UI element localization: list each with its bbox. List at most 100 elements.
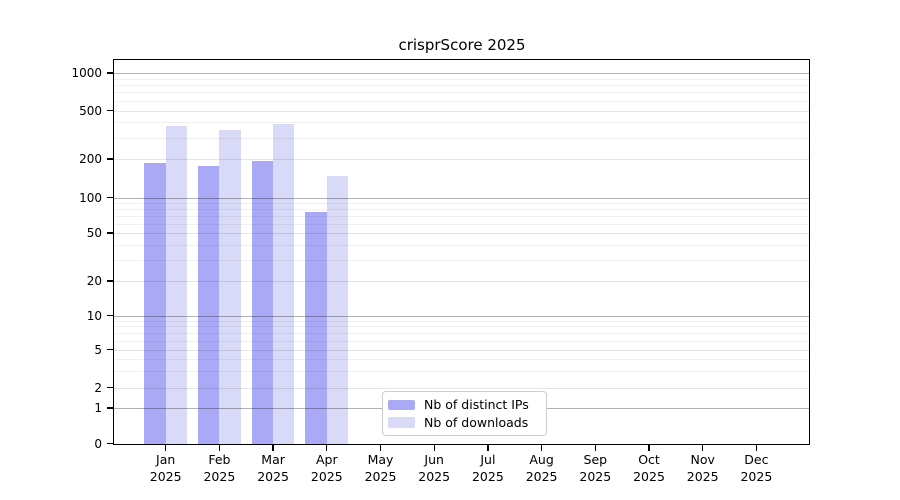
x-tick-month: Nov xyxy=(690,452,715,467)
grid-line-90 xyxy=(114,202,810,204)
x-tick-year: 2025 xyxy=(310,468,343,484)
x-tick-year: 2025 xyxy=(686,468,719,484)
grid-line-300 xyxy=(114,137,810,139)
x-tick-year: 2025 xyxy=(257,468,289,484)
legend-label-downloads: Nb of downloads xyxy=(424,414,529,430)
x-tick-year: 2025 xyxy=(364,468,397,484)
chart-title: crisprScore 2025 xyxy=(398,36,526,54)
x-tick-mark-feb xyxy=(218,445,221,451)
grid-line-100 xyxy=(114,197,810,199)
y-tick-mark-500 xyxy=(107,109,113,112)
grid-line-5 xyxy=(114,349,810,351)
x-tick-year: 2025 xyxy=(149,468,182,484)
x-tick-year: 2025 xyxy=(525,468,558,484)
y-tick-label-10: 10 xyxy=(86,308,102,323)
x-tick-label-nov: Nov 2025 xyxy=(671,452,735,485)
x-tick-mark-jan xyxy=(165,445,167,451)
grid-line-60 xyxy=(114,223,810,225)
y-tick-mark-5 xyxy=(107,348,113,351)
grid-line-200 xyxy=(114,159,810,160)
x-tick-label-mar: Mar 2025 xyxy=(241,452,305,485)
x-tick-mark-may xyxy=(379,445,382,451)
y-tick-mark-2 xyxy=(107,386,113,389)
legend: Nb of distinct IPs Nb of downloads xyxy=(382,391,547,436)
x-tick-mark-apr xyxy=(326,445,328,451)
x-tick-mark-oct xyxy=(648,445,650,451)
x-tick-label-dec: Dec 2025 xyxy=(724,452,788,485)
bar-distinct-ips-jan xyxy=(144,162,166,445)
x-tick-month: Jul xyxy=(480,452,496,467)
x-tick-month: Feb xyxy=(208,452,231,467)
legend-label-distinct-ips: Nb of distinct IPs xyxy=(424,397,529,413)
legend-item-distinct-ips: Nb of distinct IPs xyxy=(388,396,541,414)
x-tick-mark-dec xyxy=(755,445,758,451)
x-tick-month: Sep xyxy=(583,452,608,467)
x-tick-mark-nov xyxy=(702,445,704,451)
x-tick-year: 2025 xyxy=(740,468,773,484)
y-tick-mark-20 xyxy=(107,280,113,282)
grid-line-3 xyxy=(114,370,810,372)
grid-line-800 xyxy=(114,85,810,87)
legend-swatch-downloads xyxy=(388,417,415,428)
y-tick-label-20: 20 xyxy=(86,274,102,288)
x-tick-mark-aug xyxy=(540,445,543,451)
y-tick-label-1000: 1000 xyxy=(71,66,102,80)
x-tick-label-jul: Jul 2025 xyxy=(456,452,520,485)
y-tick-label-50: 50 xyxy=(86,226,102,240)
x-tick-label-jun: Jun 2025 xyxy=(402,452,466,485)
y-tick-label-0: 0 xyxy=(94,436,102,451)
grid-line-70 xyxy=(114,215,810,217)
x-tick-month: Jan xyxy=(156,452,176,467)
grid-line-1000 xyxy=(114,73,810,74)
x-tick-year: 2025 xyxy=(203,468,236,484)
bar-distinct-ips-mar xyxy=(251,161,274,445)
grid-line-4 xyxy=(114,358,810,360)
x-tick-month: Mar xyxy=(261,452,285,467)
grid-line-700 xyxy=(114,92,810,94)
x-tick-year: 2025 xyxy=(418,468,451,484)
grid-line-20 xyxy=(114,281,810,282)
bar-distinct-ips-feb xyxy=(198,165,220,445)
bar-downloads-apr xyxy=(326,175,349,445)
x-tick-year: 2025 xyxy=(633,468,665,484)
x-tick-month: Dec xyxy=(744,452,769,467)
grid-line-2 xyxy=(114,387,810,389)
x-tick-month: May xyxy=(367,452,394,467)
x-tick-label-may: May 2025 xyxy=(349,452,413,485)
grid-line-40 xyxy=(114,244,810,246)
grid-line-10 xyxy=(114,315,810,317)
y-tick-label-1: 1 xyxy=(94,401,102,415)
y-tick-label-200: 200 xyxy=(79,152,102,166)
x-tick-mark-jul xyxy=(487,445,489,451)
x-tick-mark-mar xyxy=(272,445,274,451)
grid-line-9 xyxy=(114,320,810,322)
y-tick-label-5: 5 xyxy=(94,342,102,357)
x-tick-mark-jun xyxy=(433,445,435,451)
grid-line-900 xyxy=(114,78,810,80)
y-tick-mark-10 xyxy=(107,314,113,317)
x-tick-month: Apr xyxy=(315,452,338,467)
legend-item-downloads: Nb of downloads xyxy=(388,414,541,432)
x-tick-year: 2025 xyxy=(471,468,504,484)
grid-line-30 xyxy=(114,259,810,261)
x-tick-label-oct: Oct 2025 xyxy=(617,452,681,485)
x-tick-year: 2025 xyxy=(579,468,612,484)
bar-downloads-jan xyxy=(165,125,188,445)
y-tick-mark-50 xyxy=(107,232,113,234)
bar-downloads-mar xyxy=(273,123,295,445)
grid-line-8 xyxy=(114,326,810,328)
grid-line-50 xyxy=(114,233,810,234)
y-tick-mark-1 xyxy=(107,407,113,409)
y-tick-label-500: 500 xyxy=(79,103,102,118)
y-tick-mark-1000 xyxy=(107,72,113,74)
y-tick-mark-0 xyxy=(107,442,113,445)
x-tick-label-aug: Aug 2025 xyxy=(510,452,574,485)
x-tick-label-apr: Apr 2025 xyxy=(295,452,359,485)
x-tick-month: Jun xyxy=(424,452,444,467)
y-tick-mark-200 xyxy=(107,158,113,160)
x-tick-month: Oct xyxy=(638,452,660,467)
grid-line-7 xyxy=(114,333,810,334)
x-tick-label-feb: Feb 2025 xyxy=(187,452,251,485)
y-tick-label-2: 2 xyxy=(94,380,102,395)
